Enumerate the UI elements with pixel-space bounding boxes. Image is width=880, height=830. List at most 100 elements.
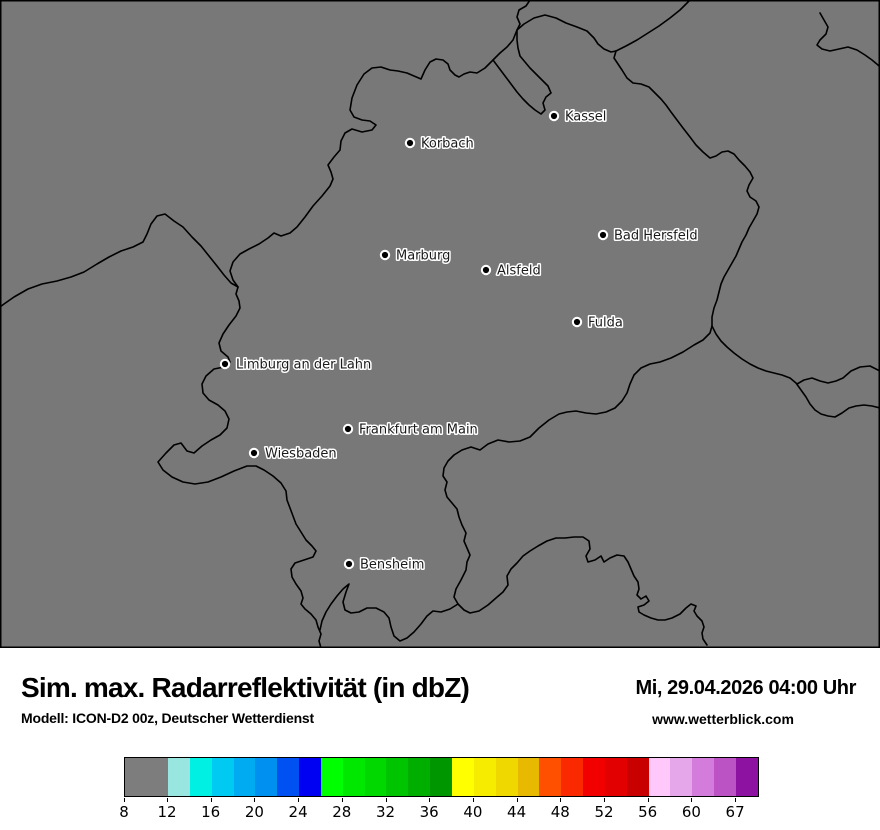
colorbar <box>124 757 759 797</box>
colorbar-segment <box>714 758 736 796</box>
boundary-line <box>319 583 459 642</box>
city-dot <box>345 560 353 568</box>
colorbar-tick <box>254 798 256 802</box>
colorbar-tick <box>385 798 387 802</box>
colorbar-segment <box>451 758 474 796</box>
colorbar-segment <box>670 758 693 796</box>
colorbar-tick-label: 56 <box>638 803 658 821</box>
colorbar-tick <box>604 798 605 802</box>
colorbar-tick-label: 48 <box>550 803 570 821</box>
boundary-line <box>615 0 691 52</box>
colorbar-segment <box>320 758 343 796</box>
map-svg: Kassel Korbach Bad Hersfeld Marburg Alsfeld F… <box>0 0 880 648</box>
colorbar-segment <box>648 758 671 796</box>
colorbar-tick-label: 44 <box>507 803 527 821</box>
colorbar-tick-label: 20 <box>244 803 264 821</box>
colorbar-tick-label: 28 <box>332 803 352 821</box>
city-marker-kassel: Kassel <box>548 108 608 126</box>
colorbar-segment <box>495 758 518 796</box>
colorbar-tick-label: 24 <box>288 803 308 821</box>
city-marker-marburg: Marburg <box>379 247 452 265</box>
city-marker-korbach: Korbach <box>404 135 475 153</box>
colorbar-segment <box>342 758 365 796</box>
colorbar-tick <box>124 798 125 802</box>
colorbar-segment <box>255 758 278 796</box>
colorbar-segment <box>517 758 540 796</box>
city-label: Kassel <box>565 110 606 125</box>
city-dot <box>573 318 581 326</box>
city-marker-limburg-an-der-lahn: Limburg an der Lahn <box>219 356 373 374</box>
boundary-line <box>796 365 880 385</box>
city-marker-fulda: Fulda <box>571 314 624 332</box>
boundary-line <box>492 29 552 115</box>
colorbar-segment <box>561 758 584 796</box>
website-url: www.wetterblick.com <box>652 711 794 727</box>
forecast-datetime: Mi, 29.04.2026 04:00 Uhr <box>635 677 856 699</box>
footer-panel: Sim. max. Radarreflektivität (in dbZ) Mi… <box>0 648 880 830</box>
city-marker-wiesbaden: Wiesbaden <box>248 445 338 463</box>
colorbar-segment <box>189 758 212 796</box>
city-marker-bensheim: Bensheim <box>343 556 426 574</box>
boundary-line <box>229 0 531 288</box>
colorbar-tick-label: 60 <box>681 803 701 821</box>
city-dot <box>550 112 558 120</box>
boundary-line <box>0 213 239 308</box>
colorbar-segment <box>539 758 562 796</box>
city-label: Wiesbaden <box>265 447 337 462</box>
page-title: Sim. max. Radarreflektivität (in dbZ) <box>21 672 470 703</box>
colorbar-tick-label: 32 <box>375 803 396 821</box>
city-label: Bensheim <box>360 558 424 573</box>
colorbar-segment <box>364 758 387 796</box>
city-dot <box>344 425 352 433</box>
city-dot <box>381 251 389 259</box>
colorbar-tick <box>341 798 343 802</box>
colorbar-tick-label: 36 <box>419 803 439 821</box>
colorbar-segment <box>125 758 168 796</box>
city-label: Limburg an der Lahn <box>236 358 371 373</box>
city-markers: Kassel Korbach Bad Hersfeld Marburg Alsfeld F… <box>219 108 699 574</box>
boundary-line <box>516 14 617 53</box>
city-dot <box>406 139 414 147</box>
city-dot <box>599 231 607 239</box>
colorbar-tick <box>516 798 518 802</box>
map-frame <box>0 0 880 648</box>
city-dot <box>250 449 258 457</box>
colorbar-tick-label: 16 <box>201 803 221 821</box>
city-label: Frankfurt am Main <box>359 423 478 438</box>
model-info: Modell: ICON-D2 00z, Deutscher Wetterdie… <box>21 710 314 726</box>
colorbar-segment <box>583 758 605 796</box>
boundary-line <box>711 325 880 418</box>
colorbar-tick-label: 52 <box>594 803 614 821</box>
boundary-line <box>442 50 760 646</box>
colorbar-tick <box>210 798 212 802</box>
colorbar-segment <box>168 758 190 796</box>
colorbar-tick <box>167 798 168 802</box>
city-dot <box>221 360 229 368</box>
city-label: Marburg <box>396 249 450 264</box>
colorbar-segment <box>277 758 300 796</box>
city-marker-alsfeld: Alsfeld <box>480 262 542 280</box>
colorbar-tick <box>429 798 431 802</box>
colorbar-segment <box>692 758 715 796</box>
colorbar-tick-label: 8 <box>119 803 129 821</box>
colorbar-segment <box>430 758 452 796</box>
colorbar-segment <box>735 758 758 796</box>
map-canvas: Kassel Korbach Bad Hersfeld Marburg Alsfeld F… <box>0 0 880 648</box>
city-label: Bad Hersfeld <box>614 229 698 244</box>
city-marker-bad-hersfeld: Bad Hersfeld <box>597 227 699 245</box>
colorbar-segment <box>473 758 496 796</box>
colorbar-segment <box>299 758 321 796</box>
colorbar-segment <box>386 758 409 796</box>
colorbar-segment <box>604 758 627 796</box>
colorbar-tick-label: 67 <box>725 803 745 821</box>
colorbar-tick <box>472 798 474 802</box>
boundary-line <box>816 12 880 68</box>
colorbar-tick <box>735 798 737 802</box>
colorbar-tick <box>560 798 562 802</box>
colorbar-tick <box>691 798 693 802</box>
colorbar-segment <box>626 758 649 796</box>
colorbar-segment <box>408 758 431 796</box>
city-dot <box>482 266 490 274</box>
city-label: Alsfeld <box>497 264 541 279</box>
